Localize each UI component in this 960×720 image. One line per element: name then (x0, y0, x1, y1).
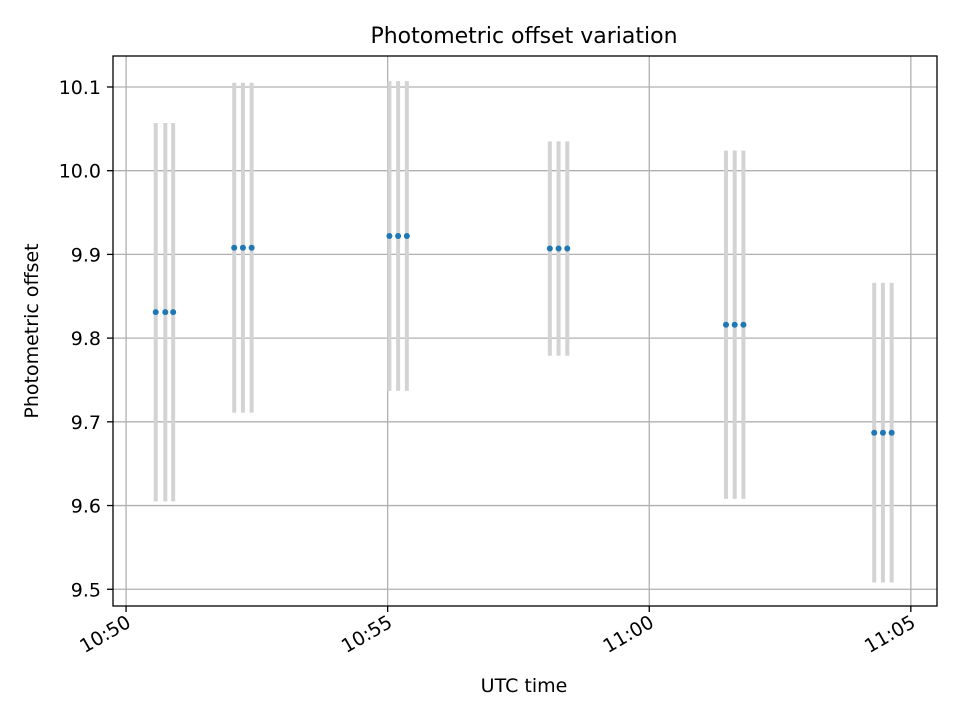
data-point (248, 244, 255, 251)
y-tick-label: 9.6 (71, 496, 101, 518)
data-point (546, 245, 553, 252)
data-point (395, 232, 402, 239)
data-point (879, 429, 886, 436)
data-point (403, 232, 410, 239)
data-point (162, 309, 169, 316)
data-point (170, 309, 177, 316)
plot-frame (112, 55, 938, 607)
data-point (555, 245, 562, 252)
y-tick-label: 9.9 (71, 244, 101, 266)
y-tick-label: 9.7 (71, 412, 101, 434)
data-point (231, 244, 238, 251)
data-point (740, 321, 747, 328)
data-point (239, 244, 246, 251)
data-point (386, 232, 393, 239)
data-point (722, 321, 729, 328)
data-point (871, 429, 878, 436)
data-point (888, 429, 895, 436)
data-point (152, 309, 159, 316)
data-points (152, 232, 895, 436)
data-point (564, 245, 571, 252)
y-tick-label: 10.1 (59, 77, 101, 99)
y-tick-label: 9.8 (71, 328, 101, 350)
data-point (731, 321, 738, 328)
chart-title: Photometric offset variation (370, 24, 677, 49)
y-axis-label: Photometric offset (21, 243, 43, 418)
y-tick-label: 10.0 (59, 161, 101, 183)
y-tick-label: 9.5 (71, 579, 101, 601)
x-axis-label: UTC time (481, 675, 568, 697)
